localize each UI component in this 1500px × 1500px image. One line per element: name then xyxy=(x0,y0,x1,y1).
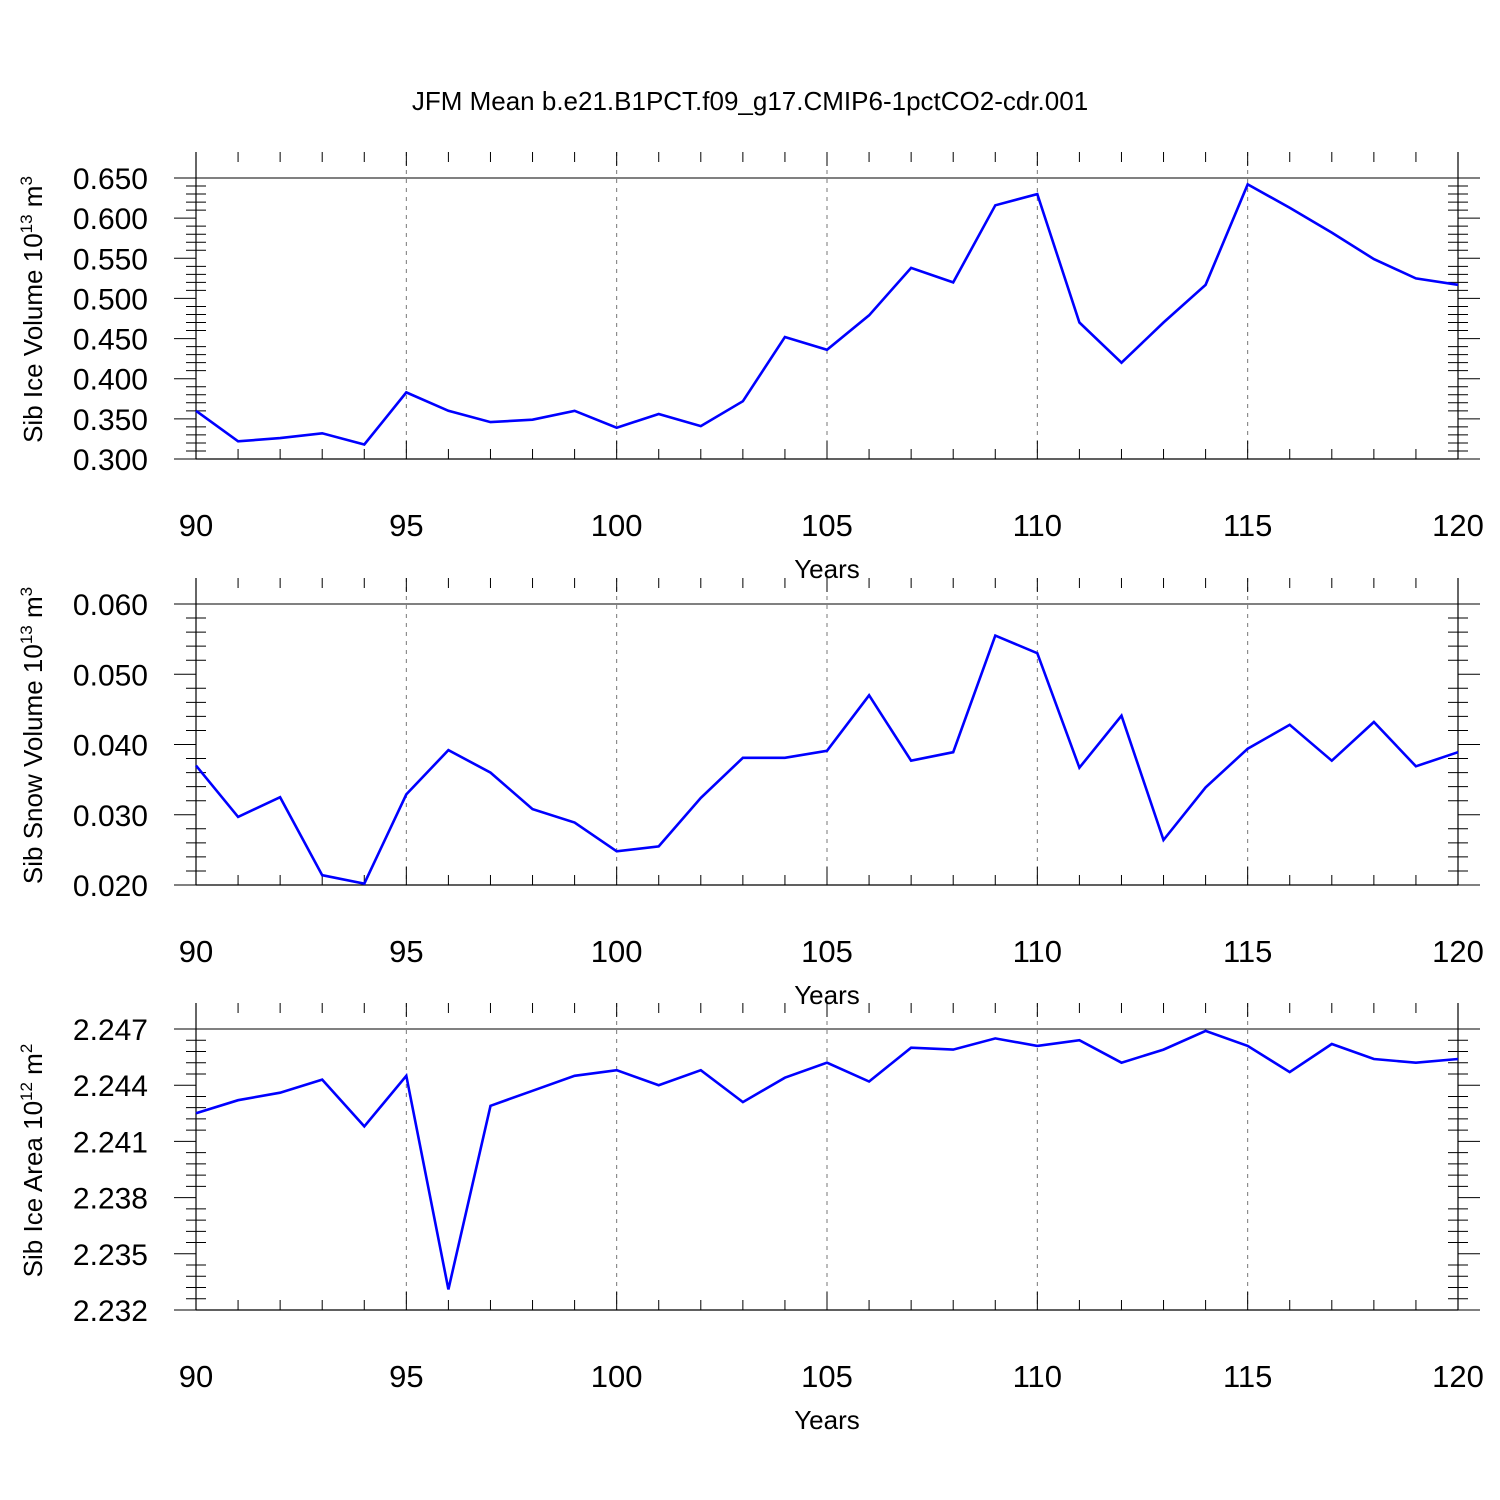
y-label-text: Sib Ice Volume 10 xyxy=(18,233,48,443)
y-label-text: Sib Snow Volume 10 xyxy=(18,644,48,884)
y-tick-label: 0.650 xyxy=(73,163,148,196)
x-tick-label: 95 xyxy=(389,934,423,969)
y-label-exponent: 12 xyxy=(17,1082,36,1101)
y-tick-label: 2.241 xyxy=(73,1126,148,1159)
chart-panel-2: 0.020 0.030 0.040 0.050 0.060 90 95 100 105 110 11… xyxy=(17,578,1484,1010)
y-tick-label: 0.400 xyxy=(73,364,148,397)
x-tick-label: 105 xyxy=(801,1359,853,1394)
x-tick-label: 90 xyxy=(179,508,213,543)
y-tick-label: 2.238 xyxy=(73,1183,148,1216)
x-tick-label: 110 xyxy=(1013,1359,1062,1394)
y-axis-label: Sib Ice Volume 1013 m3 xyxy=(17,176,48,443)
y-tick-label: 0.030 xyxy=(73,800,148,833)
x-tick-label: 110 xyxy=(1013,508,1062,543)
chart-panel-1: 0.300 0.350 0.400 0.450 0.500 0.550 0.600 0.650… xyxy=(17,152,1484,584)
y-tick-label: 0.350 xyxy=(73,404,148,437)
x-tick-label: 95 xyxy=(389,1359,423,1394)
x-tick-label: 90 xyxy=(179,934,213,969)
y-label-text: Sib Ice Area 10 xyxy=(18,1101,48,1277)
series-line xyxy=(194,633,1459,886)
y-axis-label: Sib Ice Area 1012 m2 xyxy=(17,1044,48,1278)
x-tick-label: 115 xyxy=(1223,1359,1272,1394)
y-tick-label: 0.500 xyxy=(73,283,148,316)
y-label-exponent: 13 xyxy=(17,214,36,233)
x-tick-label: 100 xyxy=(591,508,643,543)
x-tick-label: 115 xyxy=(1223,508,1272,543)
y-label-unit-exponent: 3 xyxy=(17,587,36,596)
x-tick-label: 110 xyxy=(1013,934,1062,969)
y-tick-label: 0.600 xyxy=(73,203,148,236)
x-tick-label: 105 xyxy=(801,508,853,543)
y-tick-label: 2.247 xyxy=(73,1014,148,1047)
y-label-unit-exponent: 2 xyxy=(17,1044,36,1053)
y-label-unit: m xyxy=(18,186,48,215)
y-tick-label: 0.300 xyxy=(73,444,148,477)
x-tick-label: 100 xyxy=(591,1359,643,1394)
x-axis-label: Years xyxy=(794,1405,860,1435)
chart-panel-3: 2.232 2.235 2.238 2.241 2.244 2.247 90 95 100 105… xyxy=(17,1003,1484,1435)
y-label-unit-exponent: 3 xyxy=(17,176,36,185)
y-label-exponent: 13 xyxy=(17,625,36,644)
x-tick-label: 115 xyxy=(1223,934,1272,969)
y-axis-label: Sib Snow Volume 1013 m3 xyxy=(17,587,48,884)
y-tick-label: 0.050 xyxy=(73,659,148,692)
y-tick-label: 2.232 xyxy=(73,1295,148,1328)
y-tick-label: 0.040 xyxy=(73,730,148,763)
series-line xyxy=(195,1029,1459,1290)
y-tick-label: 0.060 xyxy=(73,589,148,622)
x-tick-label: 100 xyxy=(591,934,643,969)
x-tick-label: 120 xyxy=(1432,934,1484,969)
y-label-unit: m xyxy=(18,1053,48,1082)
y-tick-label: 2.235 xyxy=(73,1239,148,1272)
x-tick-label: 95 xyxy=(389,508,423,543)
y-tick-label: 0.550 xyxy=(73,243,148,276)
x-tick-label: 120 xyxy=(1432,1359,1484,1394)
series-line xyxy=(195,182,1459,446)
chart-title: JFM Mean b.e21.B1PCT.f09_g17.CMIP6-1pctC… xyxy=(411,86,1089,116)
y-tick-label: 0.020 xyxy=(73,870,148,903)
y-tick-label: 2.244 xyxy=(73,1070,148,1103)
y-label-unit: m xyxy=(18,596,48,625)
x-tick-label: 120 xyxy=(1432,508,1484,543)
x-tick-label: 90 xyxy=(179,1359,213,1394)
y-tick-label: 0.450 xyxy=(73,324,148,357)
x-tick-label: 105 xyxy=(801,934,853,969)
